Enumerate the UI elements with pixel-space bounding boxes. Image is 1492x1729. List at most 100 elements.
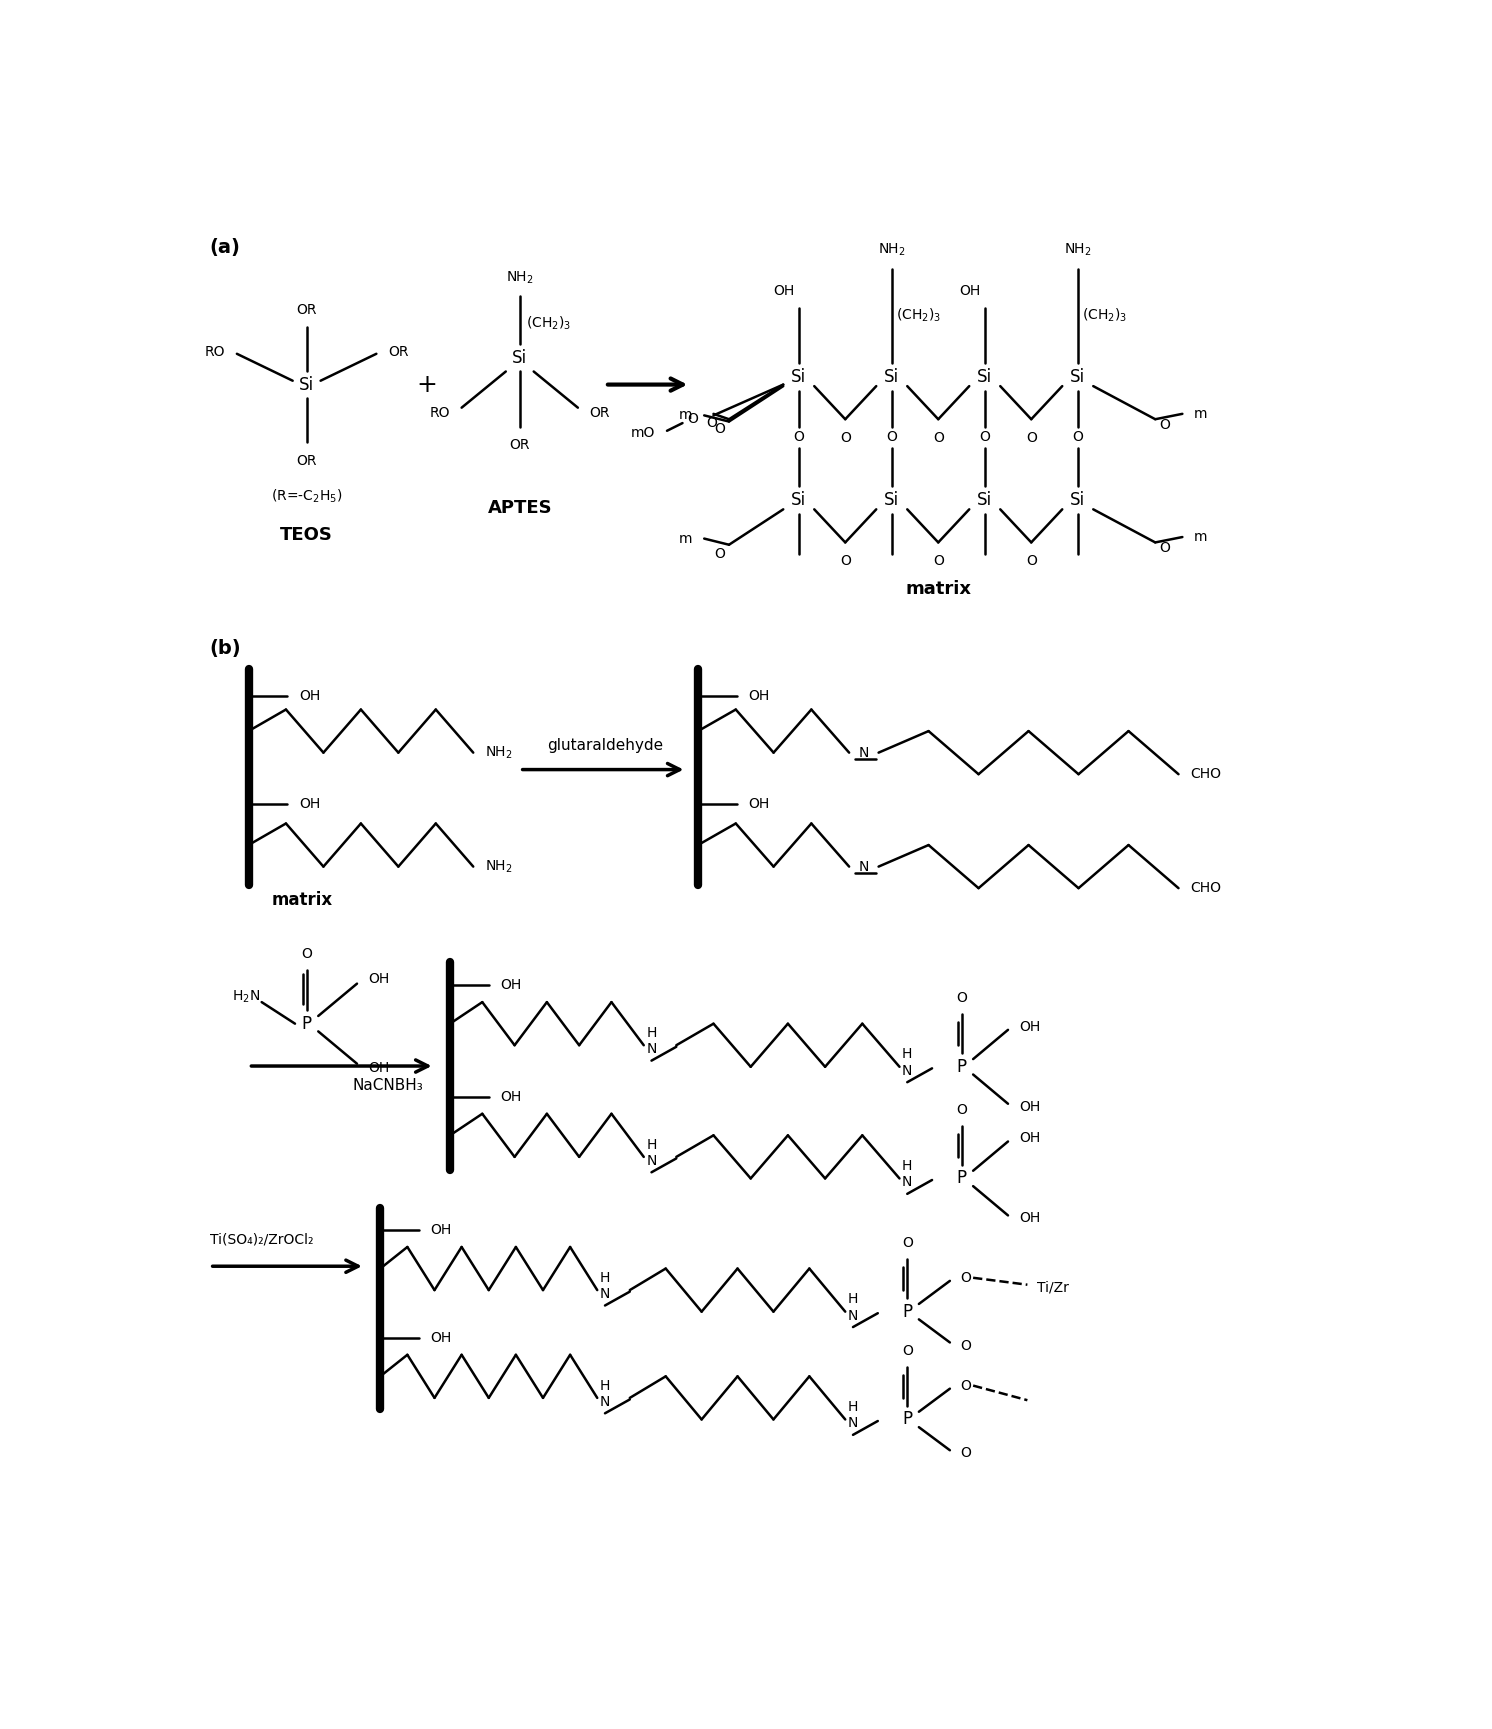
Text: P: P (903, 1411, 912, 1428)
Text: N: N (847, 1309, 858, 1323)
Text: N: N (903, 1063, 913, 1077)
Text: NH$_2$: NH$_2$ (485, 858, 513, 875)
Text: OH: OH (298, 690, 321, 704)
Text: H: H (847, 1292, 858, 1307)
Text: O: O (1026, 553, 1037, 569)
Text: OH: OH (431, 1222, 452, 1236)
Text: RO: RO (204, 346, 225, 360)
Text: (R=-C$_2$H$_5$): (R=-C$_2$H$_5$) (272, 488, 342, 505)
Text: Si: Si (791, 368, 806, 386)
Text: m: m (679, 531, 692, 546)
Text: APTES: APTES (488, 498, 552, 517)
Text: Ti(SO₄)₂/ZrOCl₂: Ti(SO₄)₂/ZrOCl₂ (210, 1233, 313, 1247)
Text: P: P (301, 1015, 312, 1032)
Text: N: N (847, 1416, 858, 1430)
Text: m: m (1194, 406, 1207, 420)
Text: matrix: matrix (272, 892, 333, 909)
Text: (b): (b) (210, 638, 242, 657)
Text: (a): (a) (210, 239, 240, 258)
Text: H: H (903, 1158, 913, 1174)
Text: N: N (858, 745, 868, 759)
Text: P: P (956, 1169, 967, 1188)
Text: O: O (301, 946, 312, 961)
Text: H$_2$N: H$_2$N (231, 989, 260, 1005)
Text: Si: Si (512, 349, 527, 367)
Text: OH: OH (431, 1331, 452, 1345)
Text: OH: OH (959, 284, 980, 299)
Text: H: H (600, 1271, 610, 1285)
Text: O: O (840, 553, 850, 569)
Text: OH: OH (1019, 1020, 1041, 1034)
Text: O: O (794, 431, 804, 444)
Text: O: O (956, 991, 967, 1005)
Text: OR: OR (388, 346, 409, 360)
Text: O: O (959, 1338, 971, 1352)
Text: OH: OH (1019, 1131, 1041, 1145)
Text: (CH$_2$)$_3$: (CH$_2$)$_3$ (1082, 306, 1126, 323)
Text: N: N (646, 1043, 656, 1056)
Text: OR: OR (297, 303, 316, 316)
Text: CHO: CHO (1191, 882, 1220, 896)
Text: O: O (715, 422, 725, 436)
Text: O: O (886, 431, 897, 444)
Text: H: H (646, 1025, 656, 1039)
Text: matrix: matrix (906, 579, 971, 598)
Text: CHO: CHO (1191, 768, 1220, 782)
Text: Si: Si (791, 491, 806, 508)
Text: Si: Si (885, 491, 900, 508)
Text: N: N (903, 1176, 913, 1190)
Text: OH: OH (1019, 1212, 1041, 1226)
Text: (CH$_2$)$_3$: (CH$_2$)$_3$ (527, 315, 571, 332)
Text: OH: OH (500, 979, 522, 992)
Text: O: O (959, 1271, 971, 1285)
Text: glutaraldehyde: glutaraldehyde (548, 738, 662, 752)
Text: O: O (840, 431, 850, 444)
Text: O: O (1159, 541, 1170, 555)
Text: Si: Si (977, 491, 992, 508)
Text: NH$_2$: NH$_2$ (1064, 240, 1092, 258)
Text: OH: OH (749, 797, 770, 811)
Text: (CH$_2$)$_3$: (CH$_2$)$_3$ (895, 306, 941, 323)
Text: O: O (932, 553, 943, 569)
Text: H: H (903, 1048, 913, 1062)
Text: N: N (600, 1395, 610, 1409)
Text: O: O (715, 546, 725, 560)
Text: O: O (959, 1447, 971, 1461)
Text: Si: Si (885, 368, 900, 386)
Text: Si: Si (1070, 491, 1085, 508)
Text: P: P (956, 1058, 967, 1075)
Text: OH: OH (369, 972, 389, 986)
Text: NH$_2$: NH$_2$ (485, 745, 513, 761)
Text: NH$_2$: NH$_2$ (506, 270, 534, 285)
Text: TEOS: TEOS (280, 526, 333, 543)
Text: O: O (1159, 418, 1170, 432)
Text: O: O (959, 1378, 971, 1392)
Text: N: N (858, 859, 868, 873)
Text: OH: OH (298, 797, 321, 811)
Text: m: m (679, 408, 692, 422)
Text: OR: OR (509, 439, 530, 453)
Text: H: H (600, 1378, 610, 1392)
Text: m: m (1194, 531, 1207, 545)
Text: RO: RO (430, 406, 451, 420)
Text: O: O (956, 1103, 967, 1117)
Text: Si: Si (298, 375, 315, 394)
Text: NH$_2$: NH$_2$ (877, 240, 906, 258)
Text: O: O (901, 1236, 913, 1250)
Text: O: O (901, 1343, 913, 1357)
Text: O: O (979, 431, 991, 444)
Text: OH: OH (1019, 1100, 1041, 1113)
Text: Si: Si (977, 368, 992, 386)
Text: OH: OH (749, 690, 770, 704)
Text: N: N (646, 1153, 656, 1167)
Text: OH: OH (774, 284, 795, 299)
Text: P: P (903, 1302, 912, 1321)
Text: +: + (416, 372, 437, 396)
Text: H: H (847, 1400, 858, 1414)
Text: O: O (707, 417, 718, 431)
Text: N: N (600, 1286, 610, 1300)
Text: NaCNBH₃: NaCNBH₃ (352, 1077, 424, 1093)
Text: Si: Si (1070, 368, 1085, 386)
Text: O: O (688, 412, 698, 427)
Text: O: O (932, 431, 943, 444)
